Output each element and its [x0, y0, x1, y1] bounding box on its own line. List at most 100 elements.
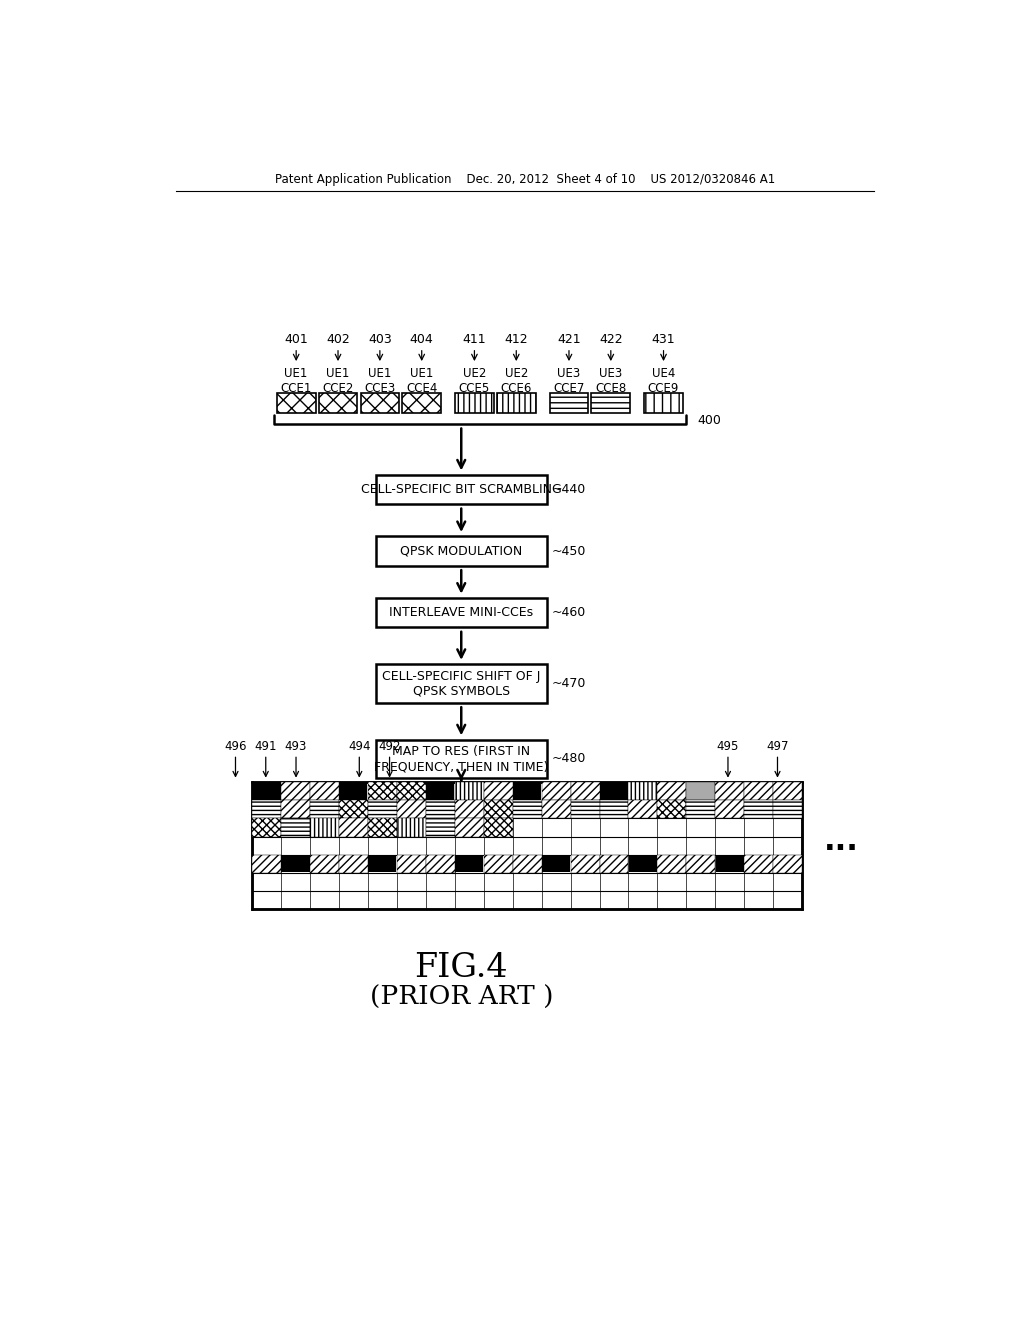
Bar	[773, 781, 802, 800]
Bar	[276, 393, 315, 412]
Bar	[310, 818, 339, 837]
Bar	[455, 393, 494, 412]
Bar	[426, 800, 455, 818]
Bar	[376, 536, 547, 566]
Bar	[376, 739, 547, 779]
Text: 422: 422	[599, 333, 623, 346]
Text: 497: 497	[766, 739, 788, 752]
Bar	[744, 800, 773, 818]
Bar	[686, 800, 716, 818]
Bar	[360, 393, 399, 412]
Text: UE2
CCE5: UE2 CCE5	[459, 367, 490, 395]
Text: ~450: ~450	[552, 545, 587, 557]
Bar	[716, 800, 744, 818]
Text: ~460: ~460	[552, 606, 586, 619]
Bar	[376, 598, 547, 627]
Bar	[716, 781, 744, 800]
Bar	[455, 818, 483, 837]
Bar	[252, 781, 802, 909]
Text: UE1
CCE2: UE1 CCE2	[323, 367, 353, 395]
Bar	[426, 855, 455, 873]
Bar	[397, 800, 426, 818]
Bar	[369, 855, 396, 873]
Text: MAP TO RES (FIRST IN
FREQUENCY, THEN IN TIME): MAP TO RES (FIRST IN FREQUENCY, THEN IN …	[374, 744, 549, 774]
Text: 421: 421	[557, 333, 581, 346]
Text: 431: 431	[651, 333, 676, 346]
Bar	[550, 393, 589, 412]
Bar	[744, 855, 773, 873]
Text: 491: 491	[255, 739, 278, 752]
Text: 411: 411	[463, 333, 486, 346]
Bar	[744, 781, 773, 800]
Bar	[592, 393, 630, 412]
Text: 494: 494	[348, 739, 371, 752]
Text: 492: 492	[378, 739, 400, 752]
Bar	[310, 855, 339, 873]
Text: INTERLEAVE MINI-CCEs: INTERLEAVE MINI-CCEs	[389, 606, 534, 619]
Bar	[629, 781, 657, 800]
Bar	[513, 800, 542, 818]
Bar	[310, 800, 339, 818]
Text: 400: 400	[697, 414, 722, 428]
Bar	[252, 818, 281, 837]
Bar	[629, 855, 657, 873]
Bar	[318, 393, 357, 412]
Bar	[686, 781, 716, 800]
Bar	[252, 800, 281, 818]
Bar	[483, 818, 513, 837]
Bar	[716, 855, 744, 873]
Text: UE1
CCE1: UE1 CCE1	[281, 367, 312, 395]
Bar	[376, 475, 547, 504]
Bar	[281, 781, 310, 800]
Bar	[397, 855, 426, 873]
Text: FIG.4: FIG.4	[415, 953, 508, 985]
Text: UE2
CCE6: UE2 CCE6	[501, 367, 531, 395]
Bar	[483, 855, 513, 873]
Bar	[376, 664, 547, 702]
Text: 402: 402	[327, 333, 350, 346]
Bar	[773, 855, 802, 873]
Text: 496: 496	[224, 739, 247, 752]
Bar	[773, 800, 802, 818]
Text: CELL-SPECIFIC SHIFT OF J
QPSK SYMBOLS: CELL-SPECIFIC SHIFT OF J QPSK SYMBOLS	[382, 669, 541, 697]
Bar	[281, 818, 310, 837]
Bar	[455, 800, 483, 818]
Bar	[368, 800, 397, 818]
Text: (PRIOR ART ): (PRIOR ART )	[370, 985, 553, 1010]
Bar	[542, 855, 570, 873]
Text: 403: 403	[368, 333, 392, 346]
Text: ...: ...	[824, 828, 859, 857]
Bar	[657, 855, 686, 873]
Bar	[600, 783, 628, 800]
Bar	[657, 800, 686, 818]
Bar	[252, 855, 281, 873]
Bar	[282, 855, 309, 873]
Bar	[657, 781, 686, 800]
Bar	[426, 818, 455, 837]
Bar	[402, 393, 441, 412]
Text: UE3
CCE8: UE3 CCE8	[595, 367, 627, 395]
Bar	[483, 800, 513, 818]
Bar	[455, 855, 483, 873]
Bar	[542, 781, 570, 800]
Bar	[310, 781, 339, 800]
Text: 404: 404	[410, 333, 433, 346]
Bar	[426, 783, 455, 800]
Text: Patent Application Publication    Dec. 20, 2012  Sheet 4 of 10    US 2012/032084: Patent Application Publication Dec. 20, …	[274, 173, 775, 186]
Text: 412: 412	[505, 333, 528, 346]
Bar	[339, 818, 368, 837]
Bar	[497, 393, 536, 412]
Text: ~470: ~470	[552, 677, 587, 690]
Text: UE1
CCE3: UE1 CCE3	[365, 367, 395, 395]
Bar	[629, 800, 657, 818]
Bar	[397, 818, 426, 837]
Bar	[455, 781, 483, 800]
Text: 401: 401	[285, 333, 308, 346]
Bar	[252, 783, 281, 800]
Bar	[339, 783, 368, 800]
Bar	[397, 781, 426, 800]
Bar	[368, 781, 397, 800]
Bar	[339, 855, 368, 873]
Bar	[513, 855, 542, 873]
Text: QPSK MODULATION: QPSK MODULATION	[400, 545, 522, 557]
